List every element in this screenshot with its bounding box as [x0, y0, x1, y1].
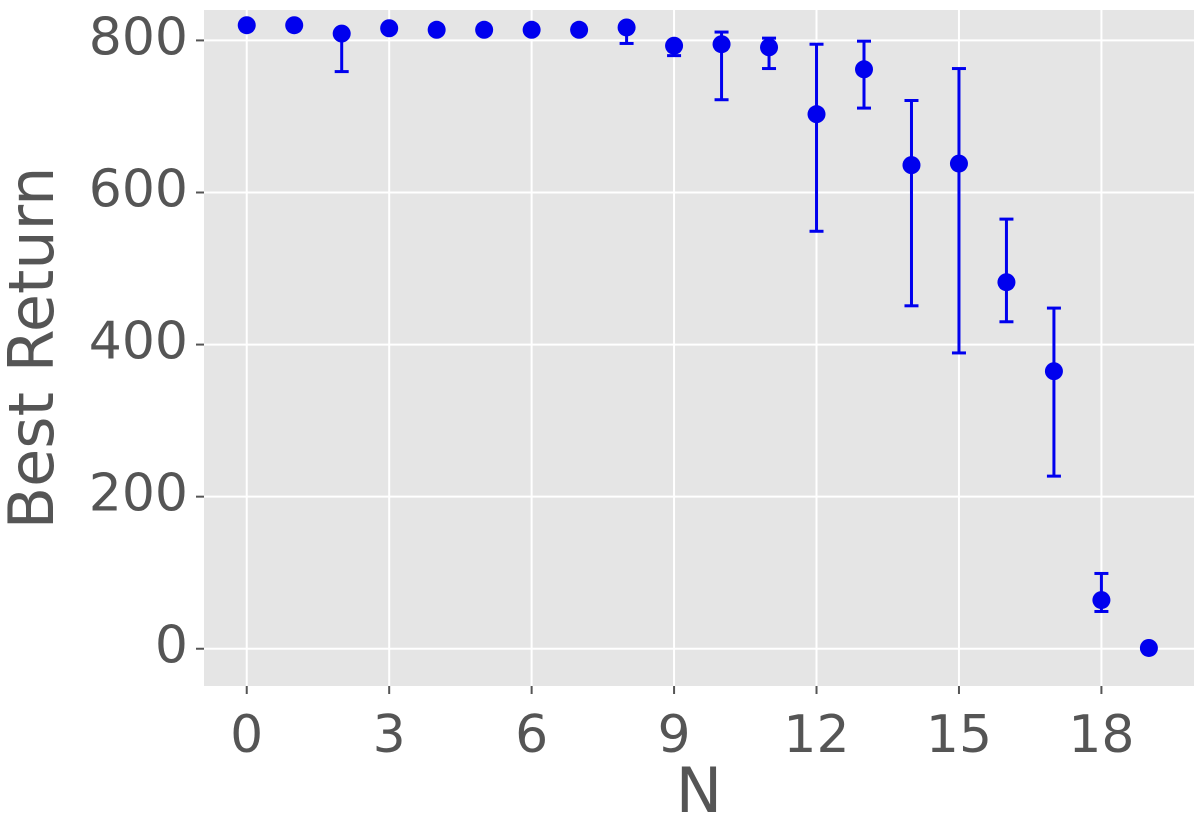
- point: [380, 19, 399, 38]
- point: [427, 20, 446, 39]
- point: [949, 154, 968, 173]
- y-tick-label: 800: [89, 7, 188, 67]
- x-tick-label: 18: [1068, 705, 1134, 765]
- y-tick-label: 600: [89, 159, 188, 219]
- x-tick-label: 0: [230, 705, 263, 765]
- plot-area: [204, 10, 1194, 686]
- point: [237, 16, 256, 35]
- x-axis-label: N: [676, 754, 722, 827]
- point: [807, 105, 826, 124]
- x-tick-label: 9: [658, 705, 691, 765]
- point: [475, 20, 494, 39]
- y-tick-label: 200: [89, 464, 188, 524]
- x-tick-label: 15: [926, 705, 992, 765]
- point: [902, 156, 921, 175]
- point: [522, 20, 541, 39]
- x-tick-label: 6: [515, 705, 548, 765]
- point: [712, 35, 731, 54]
- point: [285, 16, 304, 35]
- point: [665, 36, 684, 55]
- y-tick-label: 0: [155, 616, 188, 676]
- point: [1139, 638, 1158, 657]
- point: [332, 24, 351, 43]
- point: [1044, 362, 1063, 381]
- point: [997, 273, 1016, 292]
- point: [760, 38, 779, 57]
- point: [617, 18, 636, 37]
- x-tick-label: 3: [373, 705, 406, 765]
- x-tick-label: 12: [783, 705, 849, 765]
- point: [1092, 591, 1111, 610]
- point: [570, 20, 589, 39]
- point: [855, 60, 873, 79]
- y-axis-label: Best Return: [0, 167, 68, 530]
- y-tick-label: 400: [89, 312, 188, 372]
